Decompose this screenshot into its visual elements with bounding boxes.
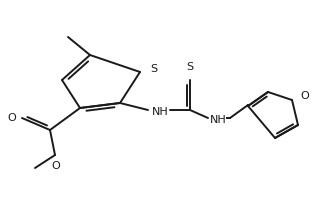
Text: NH: NH	[209, 115, 226, 125]
Text: NH: NH	[152, 107, 168, 117]
Text: S: S	[150, 64, 157, 74]
Text: S: S	[187, 62, 194, 72]
Text: O: O	[7, 113, 16, 123]
Text: O: O	[300, 91, 309, 101]
Text: O: O	[51, 161, 60, 171]
